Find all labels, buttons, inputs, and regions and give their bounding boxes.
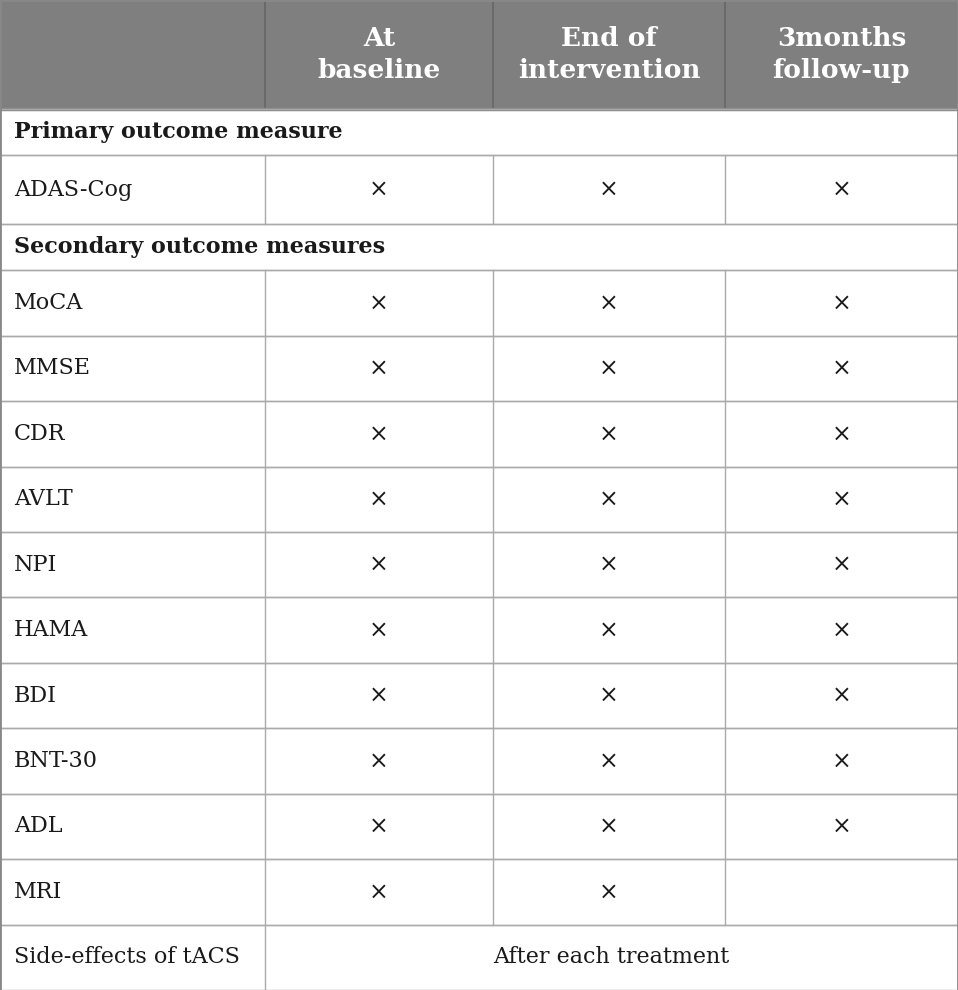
Text: At
baseline: At baseline <box>317 26 441 83</box>
Text: NPI: NPI <box>14 553 57 576</box>
Text: ×: × <box>599 684 619 707</box>
Text: ×: × <box>369 749 389 772</box>
Text: Primary outcome measure: Primary outcome measure <box>14 121 343 143</box>
Text: MMSE: MMSE <box>14 357 91 379</box>
Text: ×: × <box>369 815 389 838</box>
Text: ×: × <box>369 423 389 446</box>
Text: ×: × <box>832 357 852 380</box>
Text: After each treatment: After each treatment <box>493 946 730 968</box>
Text: ×: × <box>599 178 619 201</box>
Text: ×: × <box>832 815 852 838</box>
Text: ×: × <box>369 488 389 511</box>
Text: ×: × <box>369 880 389 903</box>
Text: ×: × <box>369 619 389 642</box>
Text: ×: × <box>832 292 852 315</box>
Text: MRI: MRI <box>14 881 62 903</box>
Text: Side-effects of tACS: Side-effects of tACS <box>14 946 240 968</box>
Text: ×: × <box>599 357 619 380</box>
Text: 3months
follow-up: 3months follow-up <box>773 26 910 83</box>
Text: ×: × <box>599 292 619 315</box>
Text: ×: × <box>369 178 389 201</box>
Text: BNT-30: BNT-30 <box>14 750 98 772</box>
Text: BDI: BDI <box>14 685 57 707</box>
Text: ×: × <box>369 357 389 380</box>
Text: ×: × <box>599 423 619 446</box>
Text: ×: × <box>832 178 852 201</box>
Text: ×: × <box>599 880 619 903</box>
Text: ×: × <box>832 749 852 772</box>
Text: ×: × <box>599 815 619 838</box>
Text: ×: × <box>599 749 619 772</box>
Text: ×: × <box>832 553 852 576</box>
Text: ×: × <box>832 423 852 446</box>
Text: ADL: ADL <box>14 816 62 838</box>
Text: ×: × <box>599 619 619 642</box>
Text: MoCA: MoCA <box>14 292 83 314</box>
Text: ×: × <box>369 292 389 315</box>
Bar <box>0 0 958 109</box>
Text: HAMA: HAMA <box>14 619 88 642</box>
Text: CDR: CDR <box>14 423 65 445</box>
Text: ×: × <box>832 488 852 511</box>
Text: Secondary outcome measures: Secondary outcome measures <box>14 237 385 258</box>
Text: ×: × <box>832 619 852 642</box>
Text: ×: × <box>599 488 619 511</box>
Text: AVLT: AVLT <box>14 488 73 510</box>
Text: End of
intervention: End of intervention <box>517 26 700 83</box>
Text: ×: × <box>832 684 852 707</box>
Text: ADAS-Cog: ADAS-Cog <box>14 178 132 201</box>
Text: ×: × <box>369 553 389 576</box>
Text: ×: × <box>599 553 619 576</box>
Text: ×: × <box>369 684 389 707</box>
